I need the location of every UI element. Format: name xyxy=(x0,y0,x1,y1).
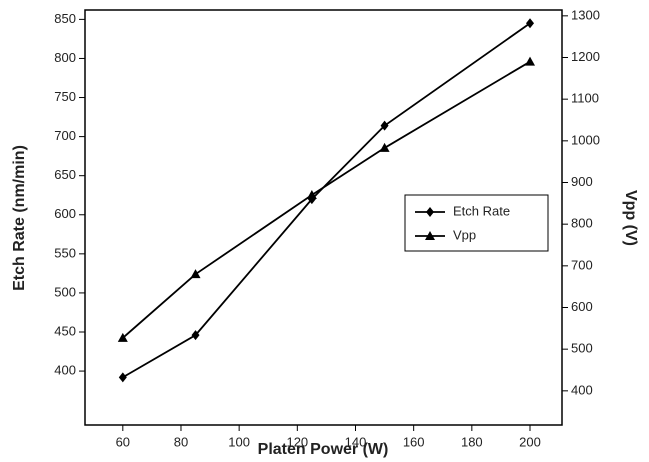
x-tick-label: 200 xyxy=(519,434,541,449)
x-tick-label: 160 xyxy=(403,434,425,449)
y2-tick-label: 600 xyxy=(571,299,593,314)
y2-tick-label: 700 xyxy=(571,257,593,272)
x-tick-label: 60 xyxy=(116,434,130,449)
y-tick-label: 550 xyxy=(54,245,76,260)
y2-tick-label: 900 xyxy=(571,174,593,189)
x-tick-label: 100 xyxy=(228,434,250,449)
y-tick-label: 800 xyxy=(54,50,76,65)
legend-label: Vpp xyxy=(453,227,476,242)
x-tick-label: 140 xyxy=(345,434,367,449)
y2-tick-label: 800 xyxy=(571,216,593,231)
plot-frame xyxy=(84,9,563,426)
y-tick-label: 400 xyxy=(54,363,76,378)
legend-label: Etch Rate xyxy=(453,203,510,218)
y2-tick-label: 1000 xyxy=(571,132,600,147)
y2-tick-label: 1100 xyxy=(571,91,599,106)
marker xyxy=(118,372,127,383)
y-tick-label: 850 xyxy=(54,11,76,26)
x-tick-label: 120 xyxy=(286,434,308,449)
y-tick-label: 700 xyxy=(54,128,76,143)
marker xyxy=(190,269,201,279)
y2-tick-label: 1200 xyxy=(571,49,600,64)
marker xyxy=(306,190,317,199)
marker xyxy=(526,18,535,29)
y2-tick-label: 400 xyxy=(571,382,593,397)
y2-tick-label: 1300 xyxy=(571,7,600,22)
y-tick-label: 500 xyxy=(54,284,76,299)
x-tick-label: 180 xyxy=(461,434,483,449)
legend-box xyxy=(404,194,549,252)
y-tick-label: 750 xyxy=(54,89,76,104)
legend-marker xyxy=(425,231,435,240)
y-tick-label: 450 xyxy=(54,323,76,338)
marker xyxy=(117,332,128,342)
y2-tick-label: 500 xyxy=(571,341,593,356)
marker xyxy=(525,56,536,66)
y-tick-label: 600 xyxy=(54,206,76,221)
y2-axis-label: Vpp (V) xyxy=(622,190,639,246)
y-tick-label: 650 xyxy=(54,167,76,182)
marker xyxy=(191,330,200,341)
x-tick-label: 80 xyxy=(174,434,188,449)
marker xyxy=(380,120,389,131)
y-axis-label: Etch Rate (nm/min) xyxy=(11,145,28,291)
x-axis-label: Platen Power (W) xyxy=(258,441,389,458)
legend-marker xyxy=(426,207,434,217)
marker xyxy=(379,142,390,152)
